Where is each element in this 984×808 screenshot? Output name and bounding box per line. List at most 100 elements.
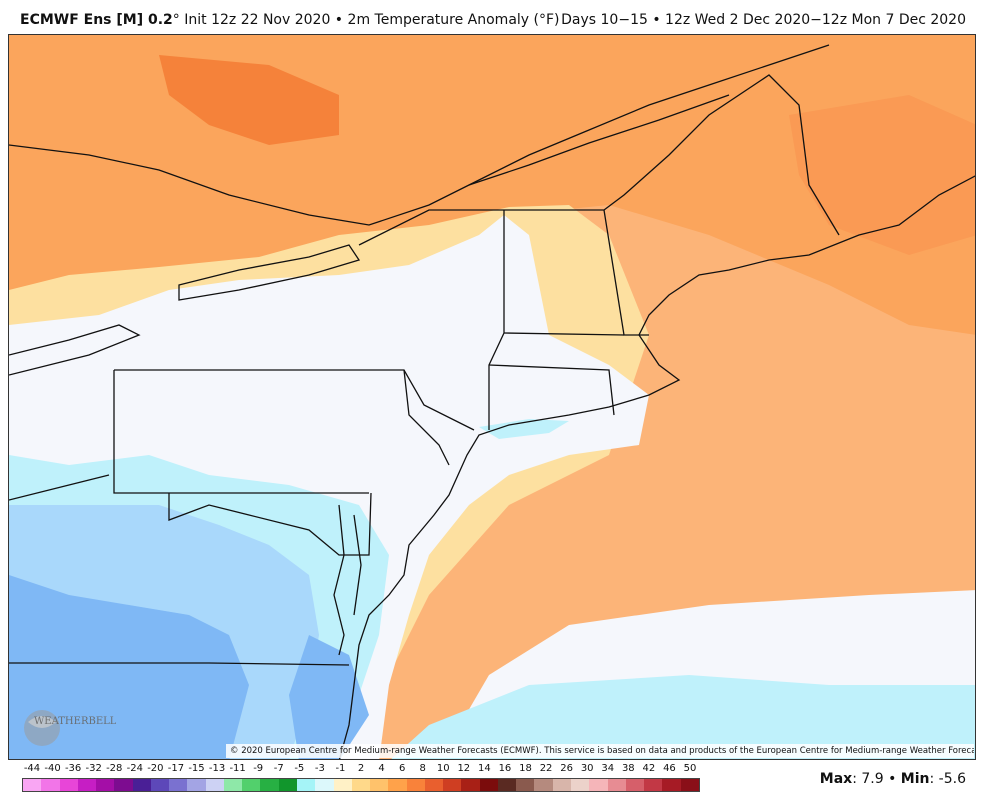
legend-color-cell	[114, 779, 133, 791]
legend-color-cell	[315, 779, 334, 791]
map-graphic	[9, 35, 975, 759]
legend-color-cell	[570, 779, 590, 791]
weatherbell-logo-icon: WEATHERBELL	[24, 710, 117, 746]
legend-color-cell	[552, 779, 571, 791]
legend-color-cell	[370, 779, 389, 791]
legend-tick-label: 50	[683, 763, 697, 774]
copyright-notice: © 2020 European Centre for Medium-range …	[226, 744, 974, 758]
legend-color-cell	[388, 779, 407, 791]
legend-tick-label: 34	[601, 763, 615, 774]
legend-tick-label: -32	[85, 763, 102, 774]
legend-tick-label: -17	[167, 763, 185, 774]
legend-tick-label: -1	[335, 763, 346, 774]
legend-tick-label: 38	[621, 763, 635, 774]
legend-tick-label: -44	[23, 763, 41, 774]
weatherbell-logo: WEATHERBELL	[20, 700, 117, 748]
min-value: -5.6	[938, 771, 966, 787]
legend-tick-label: -28	[106, 763, 123, 774]
color-legend: -44 -40 -36 -32 -28 -24 -20 -17 -15 -13 -11 -9 -7 -5-…	[22, 763, 706, 801]
legend-color-cell	[479, 779, 498, 791]
degree-sign: °	[172, 12, 180, 28]
legend-color-cell	[497, 779, 517, 791]
legend-color-cell	[187, 779, 206, 791]
legend-tick-label: 14	[478, 763, 491, 774]
legend-tick-label: 42	[642, 763, 656, 774]
legend-color-cell	[607, 779, 626, 791]
legend-color-cell	[242, 779, 261, 791]
anomaly-map	[8, 34, 976, 760]
legend-tick-label: -7	[273, 763, 284, 774]
logo-text: WEATHERBELL	[34, 716, 116, 727]
legend-color-cell	[278, 779, 297, 791]
legend-color-cell	[205, 779, 224, 791]
legend-tick-label: 46	[663, 763, 676, 774]
legend-tick-label: 4	[378, 763, 385, 774]
cool-field-coastal	[289, 635, 369, 759]
long-island-cool	[479, 419, 569, 439]
valid-period: Days 10−15 • 12z Wed 2 Dec 2020−12z Mon …	[561, 12, 966, 28]
legend-tick-labels: -44 -40 -36 -32 -28 -24 -20 -17 -15 -13 -11 -9 -7 -5-…	[22, 763, 706, 777]
legend-color-bar	[22, 778, 700, 792]
field-name: 2m Temperature Anomaly (°F)	[347, 12, 560, 28]
ontario-warm-core	[159, 55, 339, 145]
legend-tick-label: 8	[419, 763, 426, 774]
max-label: Max	[819, 771, 853, 787]
legend-tick-label: 2	[357, 763, 365, 774]
min-label: Min	[900, 771, 930, 787]
legend-tick-label: -13	[208, 763, 226, 774]
legend-tick-label: -3	[314, 763, 325, 774]
model-name: ECMWF Ens [M] 0.2	[20, 12, 173, 28]
maritimes-warm-core	[789, 95, 975, 255]
legend-color-cell	[662, 779, 681, 791]
legend-tick-label: 22	[539, 763, 553, 774]
max-value: 7.9	[861, 771, 884, 787]
legend-tick-label: 6	[398, 763, 406, 774]
legend-tick-label: -40	[44, 763, 61, 774]
cool-field-deep	[9, 575, 249, 759]
legend-color-cell	[516, 779, 535, 791]
legend-tick-label: 26	[560, 763, 573, 774]
legend-color-cell	[296, 779, 316, 791]
legend-color-cell	[150, 779, 170, 791]
legend-tick-label: 16	[498, 763, 512, 774]
legend-tick-label: 12	[457, 763, 471, 774]
southern-cool-band	[391, 675, 975, 759]
legend-color-cell	[59, 779, 78, 791]
legend-color-cell	[260, 779, 279, 791]
maxmin-separator: •	[883, 771, 901, 787]
legend-tick-label: 30	[580, 763, 594, 774]
map-header: ECMWF Ens [M] 0.2° Init 12z 22 Nov 2020 …	[0, 0, 984, 34]
legend-color-cell	[169, 779, 188, 791]
map-title: ECMWF Ens [M] 0.2° Init 12z 22 Nov 2020 …	[20, 12, 560, 28]
legend-color-cell	[96, 779, 115, 791]
legend-color-cell	[223, 779, 243, 791]
legend-tick-label: 18	[519, 763, 532, 774]
legend-color-cell	[333, 779, 352, 791]
legend-color-cell	[41, 779, 60, 791]
legend-color-cell	[680, 779, 699, 791]
legend-color-cell	[443, 779, 462, 791]
legend-tick-label: -5	[294, 763, 305, 774]
legend-color-cell	[534, 779, 553, 791]
legend-color-cell	[625, 779, 645, 791]
legend-color-cell	[23, 779, 42, 791]
boundaries	[9, 44, 975, 759]
legend-tick-label: -20	[147, 763, 164, 774]
legend-tick-label: -24	[126, 763, 143, 774]
legend-color-cell	[77, 779, 97, 791]
legend-color-cell	[132, 779, 151, 791]
legend-tick-label: -9	[253, 763, 264, 774]
legend-color-cell	[461, 779, 480, 791]
legend-color-cell	[406, 779, 425, 791]
init-time: Init 12z 22 Nov 2020	[179, 12, 331, 28]
legend-tick-label: -15	[188, 763, 205, 774]
legend-color-cell	[351, 779, 371, 791]
legend-tick-label: -36	[64, 763, 82, 774]
legend-color-cell	[424, 779, 444, 791]
legend-tick-label: 10	[436, 763, 450, 774]
legend-color-cell	[589, 779, 608, 791]
max-min-readout: Max: 7.9 • Min: -5.6	[819, 771, 966, 787]
title-separator: •	[330, 12, 348, 28]
legend-tick-label: -11	[229, 763, 246, 774]
legend-color-cell	[644, 779, 663, 791]
